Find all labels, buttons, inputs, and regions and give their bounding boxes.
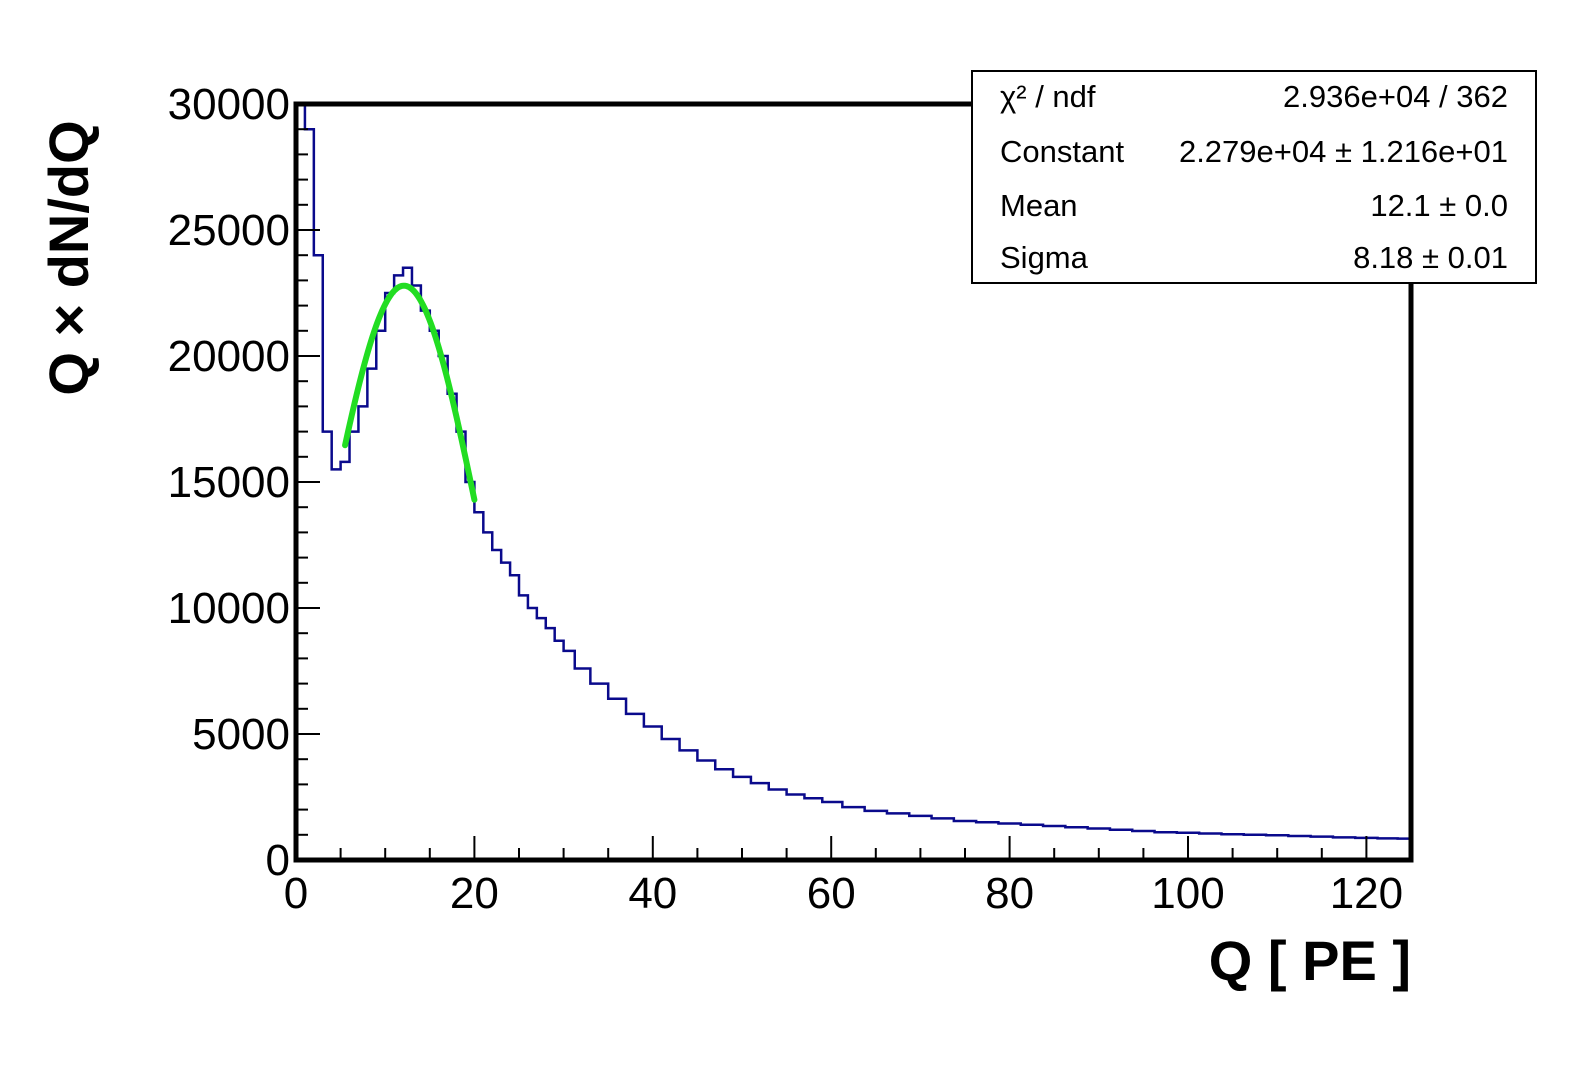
x-tick-label: 0 — [284, 869, 308, 918]
x-tick-label: 100 — [1151, 869, 1224, 918]
stats-value-chi2: 2.936e+04 / 362 — [1283, 79, 1508, 114]
y-tick-label: 30000 — [168, 80, 290, 129]
stats-value-mean: 12.1 ± 0.0 — [1370, 188, 1508, 223]
x-tick-label: 60 — [807, 869, 856, 918]
x-tick-label: 120 — [1330, 869, 1403, 918]
gaussian-fit-curve — [342, 282, 478, 503]
stats-label-sigma: Sigma — [1000, 240, 1089, 275]
y-tick-label: 5000 — [192, 710, 290, 759]
data-layer — [296, 104, 1411, 860]
stats-label-mean: Mean — [1000, 188, 1078, 223]
y-tick-label: 10000 — [168, 584, 290, 633]
y-tick-label: 15000 — [168, 458, 290, 507]
y-tick-label: 20000 — [168, 332, 290, 381]
x-tick-label: 80 — [985, 869, 1034, 918]
stats-value-constant: 2.279e+04 ± 1.216e+01 — [1179, 134, 1508, 169]
stats-label-chi2: χ² / ndf — [1000, 79, 1096, 114]
stats-value-sigma: 8.18 ± 0.01 — [1353, 240, 1508, 275]
ticks-layer: 0 20 40 60 80 100 120 0 5000 10000 15000 20000 25000… — [168, 80, 1412, 918]
stats-box: χ² / ndf 2.936e+04 / 362 Constant 2.279e… — [971, 70, 1537, 284]
x-tick-label: 20 — [450, 869, 499, 918]
y-tick-label: 25000 — [168, 206, 290, 255]
stats-label-constant: Constant — [1000, 134, 1124, 169]
x-axis-title: Q [ PE ] — [1209, 929, 1411, 992]
histogram-series — [296, 104, 1411, 860]
x-tick-label: 40 — [628, 869, 677, 918]
stats-box-frame — [971, 70, 1537, 284]
y-axis-title: Q × dN/dQ — [37, 120, 100, 395]
y-tick-label: 0 — [266, 836, 290, 885]
